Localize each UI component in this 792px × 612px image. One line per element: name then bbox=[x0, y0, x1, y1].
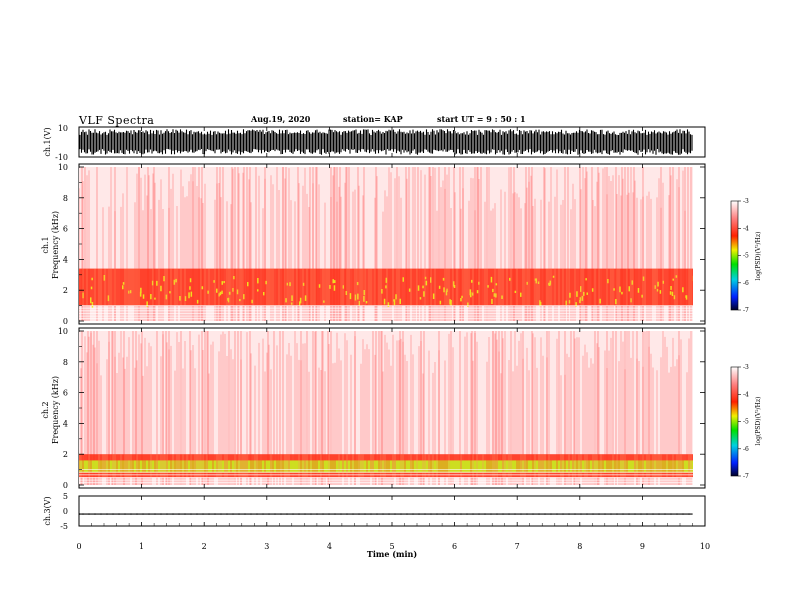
y-axis-label: Frequency (kHz) bbox=[51, 376, 60, 444]
x-axis: 0 1 2 3 4 5 6 7 8 9 10 bbox=[76, 127, 710, 551]
x-tick-label: 4 bbox=[327, 542, 332, 551]
x-tick-label: 0 bbox=[76, 542, 81, 551]
panel-ch3-waveform: 5 0 -5 ch.3(V) bbox=[43, 492, 706, 531]
x-axis-label: Time (min) bbox=[367, 549, 417, 559]
waveform-line bbox=[79, 513, 693, 515]
y-tick-label: 8 bbox=[63, 194, 68, 203]
y-tick-label: 8 bbox=[63, 358, 68, 367]
panel-ch1-spectrogram: 0 2 4 6 8 10 ch.1 Frequency (kHz) bbox=[41, 163, 706, 326]
y-axis-label-channel: ch.2 bbox=[41, 401, 50, 418]
x-tick-label: 2 bbox=[202, 542, 207, 551]
colorbar-gradient bbox=[730, 366, 739, 477]
colorbar-label: log(PSD)(V²/Hz) bbox=[755, 232, 762, 281]
colorbar-tick-label: -4 bbox=[743, 391, 749, 398]
y-tick-label: 0 bbox=[63, 507, 68, 516]
colorbar-tick-label: -3 bbox=[743, 364, 749, 371]
waveform-ch1-trace bbox=[79, 129, 693, 155]
panel-ch1-waveform: 10 -10 ch.1(V) bbox=[43, 124, 706, 162]
y-tick-label: 5 bbox=[63, 492, 68, 501]
y-tick-label: 10 bbox=[58, 124, 68, 133]
colorbar-tick-label: -3 bbox=[743, 198, 749, 205]
colorbar-ticks: -3 -4 -5 -6 -7 bbox=[738, 198, 749, 314]
y-axis-label: ch.1(V) bbox=[43, 127, 52, 156]
x-tick-label: 7 bbox=[515, 542, 520, 551]
panel-frame bbox=[78, 495, 706, 527]
y-tick-label: 2 bbox=[63, 450, 68, 459]
colorbar-tick-label: -5 bbox=[743, 419, 749, 426]
x-tick-label: 5 bbox=[389, 542, 394, 551]
chart-title: VLF Spectra bbox=[79, 114, 155, 127]
spectrogram-band-texture bbox=[79, 454, 692, 478]
y-tick-label: -10 bbox=[55, 153, 68, 162]
spectrogram-ch1-image bbox=[79, 167, 693, 321]
colorbar-gradient bbox=[730, 200, 739, 311]
colorbar-tick-label: -4 bbox=[743, 225, 749, 232]
colorbar-ch2: -3 -4 -5 -6 -7 log(PSD)(V²/Hz) bbox=[730, 364, 762, 480]
colorbar-ch1: -3 -4 -5 -6 -7 log(PSD)(V²/Hz) bbox=[730, 198, 762, 314]
y-tick-label: 6 bbox=[63, 389, 68, 398]
y-tick-label: 0 bbox=[63, 317, 68, 326]
colorbar-ticks: -3 -4 -5 -6 -7 bbox=[738, 364, 749, 480]
spectrogram-streaks bbox=[79, 167, 686, 321]
y-tick-label: 6 bbox=[63, 225, 68, 234]
waveform-ch3-trace bbox=[79, 513, 693, 515]
spectrogram-ch2-image bbox=[79, 331, 693, 485]
x-tick-label: 3 bbox=[264, 542, 269, 551]
y-tick-label: 10 bbox=[58, 327, 68, 336]
x-tick-label: 1 bbox=[139, 542, 144, 551]
colorbar-tick-label: -6 bbox=[743, 280, 749, 287]
y-axis-label-channel: ch.1 bbox=[41, 236, 50, 253]
start-time-label: start UT = 9 : 50 : 1 bbox=[437, 114, 526, 124]
x-tick-label: 10 bbox=[700, 542, 710, 551]
y-ticks: 0 2 4 6 8 10 bbox=[58, 327, 705, 490]
date-label: Aug.19, 2020 bbox=[251, 114, 311, 124]
y-axis-label: ch.3(V) bbox=[43, 496, 52, 525]
y-axis-label: Frequency (kHz) bbox=[51, 211, 60, 279]
y-tick-label: -5 bbox=[60, 522, 68, 531]
y-tick-label: 2 bbox=[63, 286, 68, 295]
x-tick-label: 8 bbox=[577, 542, 582, 551]
colorbar-tick-label: -7 bbox=[743, 307, 749, 314]
colorbar-tick-label: -5 bbox=[743, 253, 749, 260]
x-tick-label: 6 bbox=[452, 542, 457, 551]
colorbar-tick-label: -7 bbox=[743, 473, 749, 480]
x-tick-label: 9 bbox=[640, 542, 645, 551]
station-label: station= KAP bbox=[343, 114, 403, 124]
colorbar-tick-label: -6 bbox=[743, 446, 749, 453]
y-tick-label: 4 bbox=[63, 255, 68, 264]
waveform-line bbox=[79, 129, 693, 155]
colorbar-label: log(PSD)(V²/Hz) bbox=[755, 397, 762, 446]
y-tick-label: 10 bbox=[58, 163, 68, 172]
y-tick-label: 4 bbox=[63, 419, 68, 428]
y-ticks: 0 2 4 6 8 10 bbox=[58, 163, 705, 326]
panel-ch2-spectrogram: 0 2 4 6 8 10 ch.2 Frequency (kHz) bbox=[41, 327, 706, 490]
spectrogram-band-texture bbox=[82, 268, 692, 306]
y-tick-label: 0 bbox=[63, 481, 68, 490]
